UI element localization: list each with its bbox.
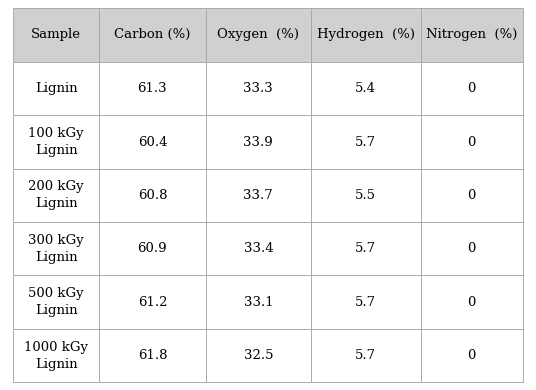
Text: 60.8: 60.8 — [138, 189, 167, 202]
Bar — [13, 275, 99, 329]
Text: Oxygen  (%): Oxygen (%) — [218, 28, 300, 41]
Bar — [13, 169, 99, 222]
Bar — [13, 62, 99, 115]
Text: 61.3: 61.3 — [138, 82, 167, 95]
Text: 5.5: 5.5 — [355, 189, 376, 202]
Text: Nitrogen  (%): Nitrogen (%) — [426, 28, 517, 41]
Text: Sample: Sample — [31, 28, 81, 41]
Text: 33.4: 33.4 — [243, 242, 273, 255]
Bar — [13, 8, 99, 62]
Bar — [99, 115, 206, 169]
Bar — [206, 275, 311, 329]
Text: 300 kGy
Lignin: 300 kGy Lignin — [28, 234, 84, 264]
Text: 33.9: 33.9 — [243, 136, 273, 149]
Bar — [421, 222, 523, 275]
Text: 500 kGy
Lignin: 500 kGy Lignin — [28, 287, 84, 317]
Bar — [99, 329, 206, 382]
Text: 60.4: 60.4 — [138, 136, 167, 149]
Bar — [206, 169, 311, 222]
Bar — [421, 62, 523, 115]
Text: 5.7: 5.7 — [355, 242, 376, 255]
Bar — [311, 222, 421, 275]
Bar — [206, 8, 311, 62]
Bar — [99, 222, 206, 275]
Bar — [311, 115, 421, 169]
Text: 5.4: 5.4 — [355, 82, 376, 95]
Bar — [206, 329, 311, 382]
Text: Hydrogen  (%): Hydrogen (%) — [317, 28, 415, 41]
Bar — [311, 62, 421, 115]
Text: 0: 0 — [467, 136, 476, 149]
Text: 33.7: 33.7 — [243, 189, 273, 202]
Bar — [421, 115, 523, 169]
Bar — [99, 275, 206, 329]
Bar — [99, 169, 206, 222]
Bar — [311, 8, 421, 62]
Bar — [421, 329, 523, 382]
Bar — [311, 275, 421, 329]
Text: 5.7: 5.7 — [355, 296, 376, 308]
Text: 0: 0 — [467, 242, 476, 255]
Bar — [13, 329, 99, 382]
Bar — [206, 62, 311, 115]
Bar — [13, 115, 99, 169]
Bar — [206, 115, 311, 169]
Text: 0: 0 — [467, 349, 476, 362]
Text: 61.8: 61.8 — [138, 349, 167, 362]
Text: Carbon (%): Carbon (%) — [114, 28, 191, 41]
Text: 5.7: 5.7 — [355, 136, 376, 149]
Text: 5.7: 5.7 — [355, 349, 376, 362]
Bar — [421, 275, 523, 329]
Text: 32.5: 32.5 — [244, 349, 273, 362]
Text: 60.9: 60.9 — [138, 242, 167, 255]
Bar — [311, 169, 421, 222]
Text: 33.3: 33.3 — [243, 82, 273, 95]
Text: Lignin: Lignin — [35, 82, 77, 95]
Text: 200 kGy
Lignin: 200 kGy Lignin — [28, 181, 84, 211]
Bar — [13, 222, 99, 275]
Text: 100 kGy
Lignin: 100 kGy Lignin — [28, 127, 84, 157]
Bar — [206, 222, 311, 275]
Text: 33.1: 33.1 — [243, 296, 273, 308]
Text: 1000 kGy
Lignin: 1000 kGy Lignin — [24, 340, 88, 370]
Text: 0: 0 — [467, 82, 476, 95]
Bar — [99, 62, 206, 115]
Bar — [99, 8, 206, 62]
Text: 0: 0 — [467, 296, 476, 308]
Bar — [311, 329, 421, 382]
Text: 61.2: 61.2 — [138, 296, 167, 308]
Bar — [421, 8, 523, 62]
Text: 0: 0 — [467, 189, 476, 202]
Bar — [421, 169, 523, 222]
